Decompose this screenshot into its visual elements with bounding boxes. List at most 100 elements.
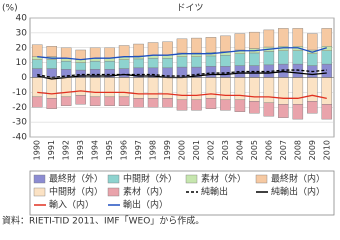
bar [292,77,304,105]
bar [249,101,260,114]
legend-label: 素材（外） [201,173,246,185]
bar [292,28,304,47]
bar [89,60,101,70]
bar [278,77,289,105]
legend-label: 素材（内） [123,186,168,198]
bar [89,96,101,106]
legend-label: 純輸出（内） [271,186,325,198]
bar [263,51,275,66]
bar [133,43,144,57]
bar [278,50,289,65]
x-tick-label: 2006 [264,140,273,160]
bar [104,60,115,70]
y-unit: (%) [2,4,18,14]
y-tick-label: 20 [16,43,28,53]
bar [205,66,217,78]
x-tick-label: 2009 [308,140,317,160]
legend-swatch [255,174,268,184]
bar [46,98,57,109]
bar [118,59,130,69]
x-tick-label: 2004 [235,140,244,160]
bar [263,29,275,48]
bar [60,77,72,98]
legend-swatch [33,187,46,197]
x-tick-label: 1993 [76,140,85,160]
bar [220,66,231,78]
source-note: 資料：RIETI-TID 2011、IMF「WEO」から作成。 [2,215,204,227]
legend-swatch [107,187,120,197]
bar [321,50,333,65]
bar [31,96,43,108]
bar [176,77,188,101]
legend-label: 輸入（内） [49,199,94,211]
bar [176,99,188,111]
bar [31,44,43,57]
bar [133,77,144,99]
bar [118,68,130,78]
bar [220,99,231,111]
bar [249,77,260,102]
legend-label: 輸出（内） [123,199,168,211]
bar [162,41,173,56]
bar [307,101,318,114]
bar [278,104,289,118]
bar [75,49,86,60]
bar [60,60,72,70]
legend-swatch [107,174,120,184]
x-tick-label: 2010 [322,140,331,160]
bar [321,77,333,105]
bar [205,98,217,109]
bar [321,104,333,120]
bar [234,53,246,66]
chart-title: ドイツ [176,4,203,14]
legend-label: 中間財（外） [123,173,177,185]
x-tick-label: 1994 [91,140,100,160]
bar [118,77,130,98]
bar [307,77,318,102]
legend-box [29,170,335,216]
x-tick-label: 1990 [33,140,42,160]
bar [234,77,246,101]
bar [191,77,202,101]
bar [46,59,57,69]
bar [147,57,159,69]
x-tick-label: 1996 [120,140,129,160]
bar [147,42,159,56]
bar [234,99,246,112]
bar [118,96,130,106]
y-tick-label: 10 [16,58,28,68]
bar [60,47,72,59]
bar [31,77,43,98]
bar [75,77,86,96]
bar [278,63,289,78]
legend-label: 最終財（内） [271,173,325,185]
bar [191,99,202,111]
y-tick-label: 0 [21,73,27,83]
legend-label: 中間財（内） [49,186,103,198]
bar [31,59,43,69]
bar [307,53,318,66]
bar [104,47,115,59]
bar [147,98,159,108]
x-tick-label: 2005 [250,140,259,160]
y-tick-label: -20 [12,103,27,113]
legend-swatch [33,174,46,184]
bar [60,96,72,106]
x-tick-label: 2002 [206,140,215,160]
x-tick-label: 2007 [279,140,288,160]
chart: (%) ドイツ 資料：RIETI-TID 2011、IMF「WEO」から作成。 … [2,4,335,227]
y-tick-label: 30 [16,28,28,38]
bar [89,77,101,98]
bar [46,77,57,99]
bar [162,77,173,99]
y-tick-label: -10 [12,88,27,98]
bar [89,47,101,59]
bar [205,37,217,53]
bar [220,54,231,67]
bar [292,50,304,65]
bar [75,95,86,105]
line [37,90,327,99]
x-tick-label: 1991 [47,140,56,160]
bar [205,77,217,99]
line [37,47,327,61]
